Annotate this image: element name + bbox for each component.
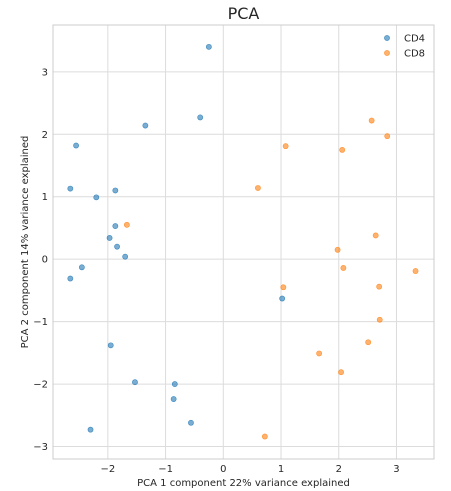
cd4-point [73,142,79,149]
cd8-point [339,146,346,153]
cd4-point [112,187,119,194]
legend-label-cd8: CD8 [404,49,425,60]
cd4-point [106,235,113,241]
cd8-point [316,350,323,357]
x-tick-label: −2 [100,464,115,475]
y-tick-label: 1 [42,192,48,203]
cd4-point [67,275,74,282]
cd8-point [280,284,287,291]
cd4-point [93,194,100,201]
cd8-point [255,185,261,191]
cd8-point [365,339,372,346]
x-tick-label: 2 [336,464,342,475]
y-tick-label: 0 [42,255,48,266]
legend-marker-cd8 [384,50,390,56]
cd8-point [372,232,379,239]
legend-label-cd4: CD4 [404,34,425,45]
x-tick-label: 1 [278,464,284,475]
cd8-point [368,117,375,124]
cd8-point [123,221,130,228]
x-tick-label: 3 [393,464,399,475]
chart-title: PCA [228,4,260,23]
cd8-point [376,316,383,323]
cd4-point [170,396,177,402]
cd4-point [87,426,94,433]
cd8-point [282,143,289,150]
grid-lines [53,25,434,459]
cd4-point [112,223,119,229]
cd8-point [340,265,347,271]
cd8-point [338,369,344,376]
cd8-point [334,246,341,253]
cd4-point [188,419,194,426]
plot-frame [52,24,435,460]
x-axis-label: PCA 1 component 22% variance explained [137,478,350,489]
cd8-point [384,133,391,140]
cd4-point [114,243,120,250]
cd4-point [197,114,204,121]
cd4-point [67,185,74,192]
y-tick-label: 2 [42,130,48,141]
cd4-point [132,379,138,386]
y-tick-label: 3 [42,67,48,78]
data-points [67,43,419,440]
cd4-point [279,295,286,302]
tick-labels: −2 −1 0 1 2 3 −3 −2 −1 0 1 2 3 [33,67,399,475]
x-tick-label: 0 [220,464,226,475]
cd4-point [205,43,212,50]
y-tick-label: −2 [33,380,48,391]
x-tick-label: −1 [158,464,173,475]
y-tick-label: −1 [33,317,48,328]
y-axis-label: PCA 2 component 14% variance explained [20,136,31,349]
cd4-point [78,264,85,271]
y-tick-label: −3 [33,442,48,453]
cd8-point [376,283,383,290]
cd4-point [122,253,129,260]
cd4-point [171,381,178,387]
cd8-point [261,433,268,440]
legend-marker-cd4 [384,35,390,41]
cd4-point [107,342,114,349]
cd8-point [412,268,419,274]
cd4-point [142,122,149,129]
